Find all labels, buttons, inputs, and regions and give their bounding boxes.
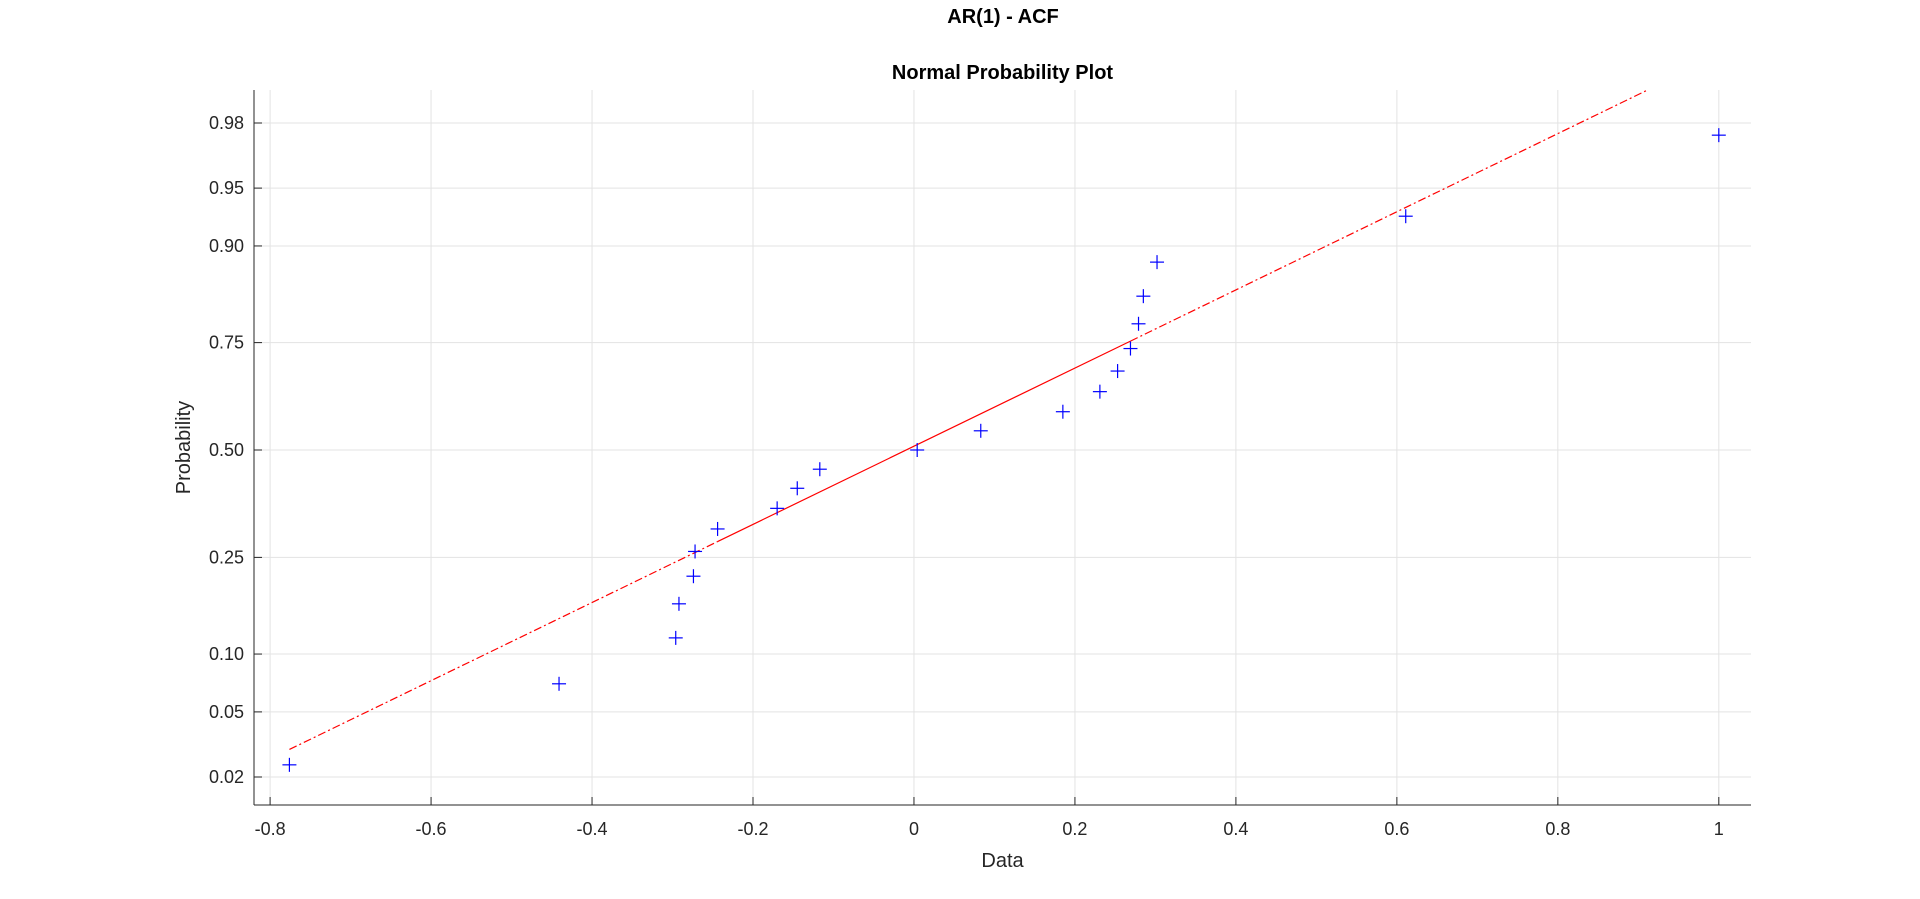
reference-line [289, 90, 1647, 751]
grid-lines [254, 90, 1751, 805]
axes [253, 90, 1751, 806]
y-tick-label: 0.02 [209, 767, 244, 787]
y-tick-label: 0.05 [209, 702, 244, 722]
x-tick-label: 0.6 [1384, 819, 1409, 839]
reference-line-fit [717, 340, 1131, 543]
data-point-marker [710, 521, 725, 536]
x-tick-label: 0.8 [1545, 819, 1570, 839]
data-point-marker [1131, 316, 1146, 331]
y-tick-label: 0.95 [209, 178, 244, 198]
data-point-marker [1092, 384, 1107, 399]
x-tick-label: 1 [1714, 819, 1724, 839]
data-point-marker [686, 569, 701, 584]
x-axis-label: Data [981, 850, 1024, 872]
y-tick-label: 0.98 [209, 113, 244, 133]
data-point-marker [812, 462, 827, 477]
x-tick-label: 0.2 [1062, 819, 1087, 839]
data-point-marker [1398, 209, 1413, 224]
y-tick-label: 0.10 [209, 644, 244, 664]
data-point-marker [1055, 404, 1070, 419]
data-point-marker [790, 481, 805, 496]
y-tick-label: 0.50 [209, 440, 244, 460]
data-point-marker [688, 544, 703, 559]
chart-title: Normal Probability Plot [891, 62, 1114, 84]
x-tick-label: 0 [909, 819, 919, 839]
data-point-marker [770, 501, 785, 516]
data-point-marker [910, 443, 925, 457]
y-tick-label: 0.25 [209, 547, 244, 567]
x-tick-labels: -0.8 -0.6 -0.4 -0.2 0 0.2 0.4 0.6 0.8 1 [255, 819, 1724, 839]
x-tick-label: 0.4 [1223, 819, 1248, 839]
x-tick-label: -0.6 [416, 819, 447, 839]
data-point-marker [552, 676, 567, 691]
x-tick-label: -0.8 [255, 819, 286, 839]
data-point-marker [1136, 289, 1151, 304]
x-tick-label: -0.4 [577, 819, 608, 839]
x-tick-label: -0.2 [737, 819, 768, 839]
data-point-marker [1123, 341, 1138, 356]
data-point-marker [282, 757, 297, 772]
data-point-marker [973, 423, 988, 438]
data-point-marker [1711, 128, 1726, 143]
y-tick-label: 0.75 [209, 333, 244, 353]
y-tick-label: 0.90 [209, 236, 244, 256]
data-points [282, 128, 1726, 772]
data-point-marker [1150, 255, 1165, 270]
data-point-marker [1110, 364, 1125, 379]
reference-line-lower-extension [289, 541, 718, 751]
data-point-marker [668, 630, 683, 645]
figure-suptitle: AR(1) - ACF [947, 6, 1059, 28]
data-point-marker [671, 596, 686, 611]
y-axis-label: Probability [173, 401, 195, 494]
y-tick-labels: 0.02 0.05 0.10 0.25 0.50 0.75 0.90 0.95 0.98 [209, 113, 244, 787]
reference-line-upper-extension [1130, 90, 1647, 342]
